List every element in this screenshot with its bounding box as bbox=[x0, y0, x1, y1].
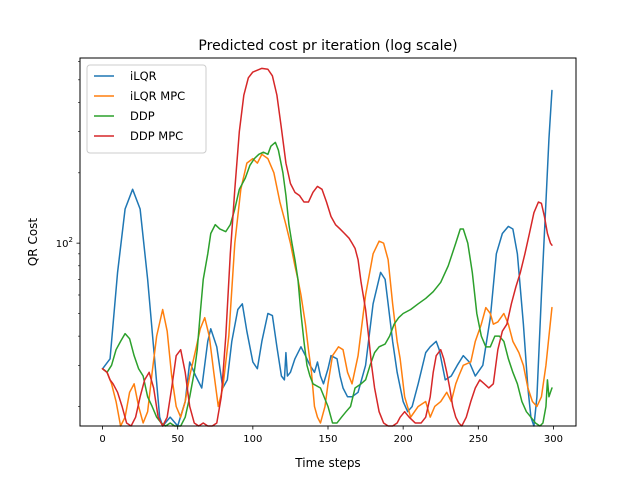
x-tick-label: 250 bbox=[469, 434, 488, 445]
chart-title: Predicted cost pr iteration (log scale) bbox=[198, 38, 457, 54]
x-tick-label: 100 bbox=[243, 434, 262, 445]
legend: iLQR iLQR MPC DDP DDP MPC bbox=[86, 64, 207, 154]
x-axis-ticks: 0 50 100 150 200 250 300 bbox=[99, 426, 563, 445]
legend-box bbox=[86, 64, 207, 154]
series-line-2 bbox=[101, 153, 553, 427]
x-tick-label: 300 bbox=[544, 434, 563, 445]
x-tick-label: 150 bbox=[318, 434, 337, 445]
x-tick-label: 0 bbox=[99, 434, 105, 445]
x-axis-label: Time steps bbox=[294, 456, 360, 470]
legend-label: DDP bbox=[130, 109, 155, 123]
y-tick-label: 102 bbox=[56, 236, 73, 250]
series-line-1 bbox=[101, 89, 553, 427]
x-tick-label: 50 bbox=[171, 434, 184, 445]
y-axis-ticks: 102 bbox=[56, 61, 80, 407]
legend-label: DDP MPC bbox=[130, 129, 183, 143]
legend-label: iLQR MPC bbox=[130, 89, 185, 103]
y-axis-label: QR Cost bbox=[26, 218, 40, 267]
series-line-4 bbox=[101, 67, 553, 427]
x-tick-label: 200 bbox=[394, 434, 413, 445]
legend-label: iLQR bbox=[130, 69, 157, 83]
